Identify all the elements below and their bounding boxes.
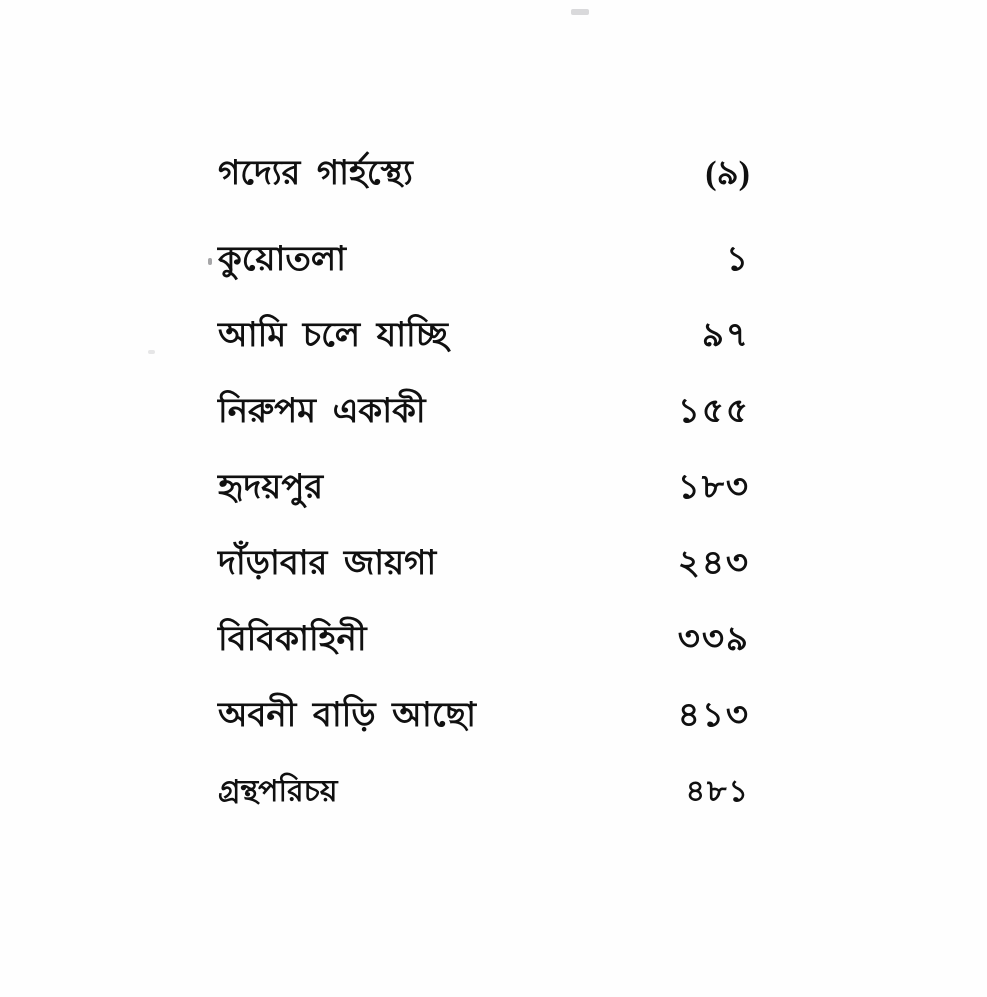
toc-row: কুয়োতলা ১ [218,236,750,284]
scan-artifact-smudge [148,350,155,354]
toc-list: গদ্যের গার্হস্থ্যে (৯) কুয়োতলা ১ আমি চল… [218,150,750,816]
toc-entry-page: ১ [725,241,750,278]
toc-entry-page: ৯৭ [701,317,750,354]
page-title: গদ্যের গার্হস্থ্যে [218,155,413,192]
toc-row: হৃদয়পুর ১৮৩ [218,464,750,512]
toc-entry-title: কুয়োতলা [218,241,347,278]
toc-row: গ্রন্থপরিচয় ৪৮১ [218,768,750,816]
toc-entry-title: আমি চলে যাচ্ছি [218,317,448,354]
toc-row: অবনী বাড়ি আছো ৪১৩ [218,692,750,740]
toc-entry-title: দাঁড়াবার জায়গা [218,545,437,582]
toc-row: আমি চলে যাচ্ছি ৯৭ [218,312,750,360]
toc-entry-page: ৪১৩ [677,697,750,734]
toc-entry-title: হৃদয়পুর [218,469,324,506]
toc-entry-page: ২৪৩ [677,545,750,582]
toc-entry-page: ৩৩৯ [677,621,750,658]
toc-entry-page: ৪৮১ [685,775,750,808]
header-page-number: (৯) [705,155,750,192]
scan-artifact-top [571,9,589,15]
toc-row: নিরুপম একাকী ১৫৫ [218,388,750,436]
toc-row: বিবিকাহিনী ৩৩৯ [218,616,750,664]
toc-entry-title: নিরুপম একাকী [218,393,426,430]
toc-header-row: গদ্যের গার্হস্থ্যে (৯) [218,150,750,198]
scan-artifact-mark [208,258,212,265]
toc-entry-page: ১৮৩ [677,469,750,506]
toc-entry-title: অবনী বাড়ি আছো [218,697,476,734]
toc-entry-title: বিবিকাহিনী [218,621,367,658]
toc-entry-title: গ্রন্থপরিচয় [218,775,338,808]
toc-row: দাঁড়াবার জায়গা ২৪৩ [218,540,750,588]
toc-entry-page: ১৫৫ [677,393,750,430]
